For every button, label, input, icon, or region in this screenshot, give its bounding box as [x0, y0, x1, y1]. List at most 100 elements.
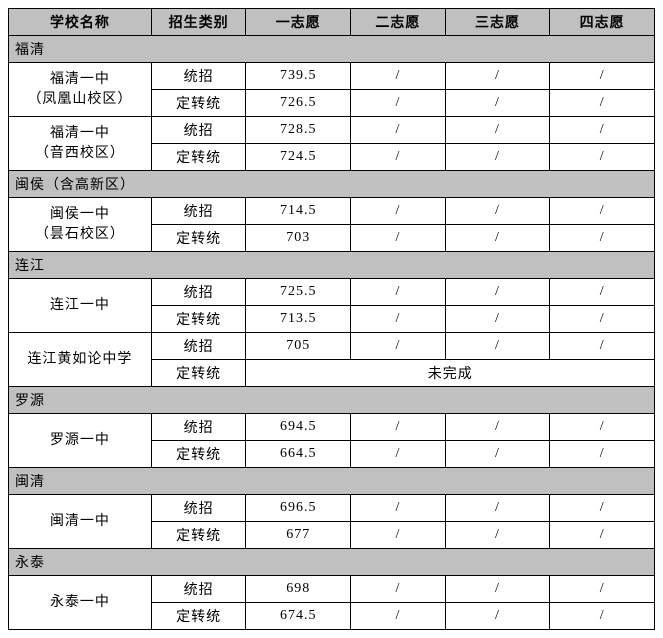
c3-cell: /	[445, 333, 550, 360]
category-cell: 定转统	[151, 522, 246, 549]
region-row: 永泰	[9, 549, 655, 576]
c2-cell: /	[351, 279, 446, 306]
c4-cell: /	[550, 225, 655, 252]
c3-cell: /	[445, 90, 550, 117]
school-name-line2: （昙石校区）	[35, 227, 125, 242]
c2-cell: /	[351, 225, 446, 252]
table-row: 永泰一中统招698///	[9, 576, 655, 603]
c4-cell: /	[550, 144, 655, 171]
c3-cell: /	[445, 576, 550, 603]
c3-cell: /	[445, 117, 550, 144]
category-cell: 定转统	[151, 603, 246, 630]
c4-cell: /	[550, 63, 655, 90]
category-cell: 定转统	[151, 306, 246, 333]
c1-cell: 705	[246, 333, 351, 360]
c4-cell: /	[550, 333, 655, 360]
c1-cell: 696.5	[246, 495, 351, 522]
c4-cell: /	[550, 576, 655, 603]
category-cell: 统招	[151, 117, 246, 144]
table-row: 闽清一中统招696.5///	[9, 495, 655, 522]
c4-cell: /	[550, 522, 655, 549]
table-row: 福清一中（凤凰山校区）统招739.5///	[9, 63, 655, 90]
c4-cell: /	[550, 198, 655, 225]
category-cell: 定转统	[151, 225, 246, 252]
category-cell: 统招	[151, 414, 246, 441]
c1-cell: 698	[246, 576, 351, 603]
category-cell: 统招	[151, 576, 246, 603]
c4-cell: /	[550, 414, 655, 441]
c2-cell: /	[351, 117, 446, 144]
table-body: 福清福清一中（凤凰山校区）统招739.5///定转统726.5///福清一中（音…	[9, 36, 655, 630]
school-name-line1: 闽侯一中	[50, 207, 110, 222]
table-row: 连江黄如论中学统招705///	[9, 333, 655, 360]
school-name-line1: 福清一中	[50, 126, 110, 141]
c1-cell: 728.5	[246, 117, 351, 144]
c3-cell: /	[445, 603, 550, 630]
c2-cell: /	[351, 306, 446, 333]
category-cell: 统招	[151, 333, 246, 360]
category-cell: 统招	[151, 495, 246, 522]
region-name: 闽侯（含高新区）	[9, 171, 655, 198]
school-name-line1: 福清一中	[50, 72, 110, 87]
c3-cell: /	[445, 279, 550, 306]
region-name: 闽清	[9, 468, 655, 495]
c1-cell: 677	[246, 522, 351, 549]
c4-cell: /	[550, 117, 655, 144]
c2-cell: /	[351, 414, 446, 441]
header-c4: 四志愿	[550, 9, 655, 36]
category-cell: 定转统	[151, 441, 246, 468]
school-name-line2: （音西校区）	[35, 146, 125, 161]
c3-cell: /	[445, 144, 550, 171]
school-name: 福清一中 （凤凰山校区）	[9, 63, 152, 117]
c2-cell: /	[351, 198, 446, 225]
school-name-line1: 连江黄如论中学	[27, 352, 132, 367]
c2-cell: /	[351, 144, 446, 171]
school-name-line2: （凤凰山校区）	[27, 92, 132, 107]
c1-cell: 726.5	[246, 90, 351, 117]
c3-cell: /	[445, 63, 550, 90]
region-name: 福清	[9, 36, 655, 63]
c3-cell: /	[445, 441, 550, 468]
c3-cell: /	[445, 225, 550, 252]
school-name-line1: 连江一中	[50, 298, 110, 313]
region-row: 闽侯（含高新区）	[9, 171, 655, 198]
table-row: 闽侯一中（昙石校区）统招714.5///	[9, 198, 655, 225]
c4-cell: /	[550, 306, 655, 333]
table-row: 罗源一中统招694.5///	[9, 414, 655, 441]
c1-cell: 724.5	[246, 144, 351, 171]
school-name: 永泰一中	[9, 576, 152, 630]
region-name: 永泰	[9, 549, 655, 576]
c1-cell: 713.5	[246, 306, 351, 333]
c3-cell: /	[445, 414, 550, 441]
c1-cell: 664.5	[246, 441, 351, 468]
region-row: 闽清	[9, 468, 655, 495]
c4-cell: /	[550, 603, 655, 630]
table-row: 连江一中统招725.5///	[9, 279, 655, 306]
region-row: 福清	[9, 36, 655, 63]
c4-cell: /	[550, 441, 655, 468]
header-c3: 三志愿	[445, 9, 550, 36]
c1-cell: 703	[246, 225, 351, 252]
span-cell: 未完成	[246, 360, 655, 387]
region-name: 连江	[9, 252, 655, 279]
c4-cell: /	[550, 495, 655, 522]
header-category: 招生类别	[151, 9, 246, 36]
c2-cell: /	[351, 333, 446, 360]
school-name-line1: 罗源一中	[50, 433, 110, 448]
header-school: 学校名称	[9, 9, 152, 36]
c2-cell: /	[351, 90, 446, 117]
c1-cell: 725.5	[246, 279, 351, 306]
category-cell: 定转统	[151, 360, 246, 387]
category-cell: 统招	[151, 198, 246, 225]
category-cell: 定转统	[151, 90, 246, 117]
c1-cell: 714.5	[246, 198, 351, 225]
c1-cell: 739.5	[246, 63, 351, 90]
c3-cell: /	[445, 198, 550, 225]
region-name: 罗源	[9, 387, 655, 414]
header-row: 学校名称 招生类别 一志愿 二志愿 三志愿 四志愿	[9, 9, 655, 36]
table-row: 福清一中（音西校区）统招728.5///	[9, 117, 655, 144]
header-c2: 二志愿	[351, 9, 446, 36]
school-name: 连江一中	[9, 279, 152, 333]
category-cell: 定转统	[151, 144, 246, 171]
category-cell: 统招	[151, 279, 246, 306]
